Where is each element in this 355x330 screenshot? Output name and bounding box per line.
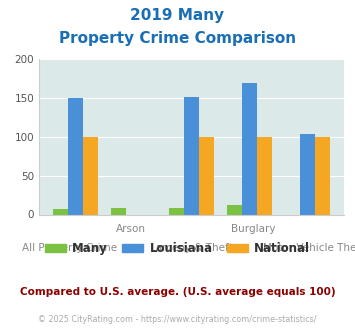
Bar xyxy=(300,134,315,214)
Bar xyxy=(315,137,331,214)
Text: © 2025 CityRating.com - https://www.cityrating.com/crime-statistics/: © 2025 CityRating.com - https://www.city… xyxy=(38,315,317,324)
Text: 2019 Many: 2019 Many xyxy=(130,8,225,23)
Bar xyxy=(68,98,83,214)
Text: All Property Crime: All Property Crime xyxy=(22,243,117,252)
Text: Larceny & Theft: Larceny & Theft xyxy=(150,243,233,252)
Text: Motor Vehicle Theft: Motor Vehicle Theft xyxy=(263,243,355,252)
Text: Property Crime Comparison: Property Crime Comparison xyxy=(59,31,296,46)
Bar xyxy=(257,137,272,214)
Bar xyxy=(227,205,242,214)
Text: Arson: Arson xyxy=(116,224,146,234)
Text: Compared to U.S. average. (U.S. average equals 100): Compared to U.S. average. (U.S. average … xyxy=(20,287,335,297)
Legend: Many, Louisiana, National: Many, Louisiana, National xyxy=(40,237,315,260)
Bar xyxy=(169,208,184,214)
Bar xyxy=(83,137,98,214)
Bar xyxy=(53,209,68,214)
Bar xyxy=(199,137,214,214)
Bar xyxy=(242,83,257,214)
Bar xyxy=(184,97,199,214)
Bar xyxy=(111,208,126,214)
Text: Burglary: Burglary xyxy=(230,224,275,234)
